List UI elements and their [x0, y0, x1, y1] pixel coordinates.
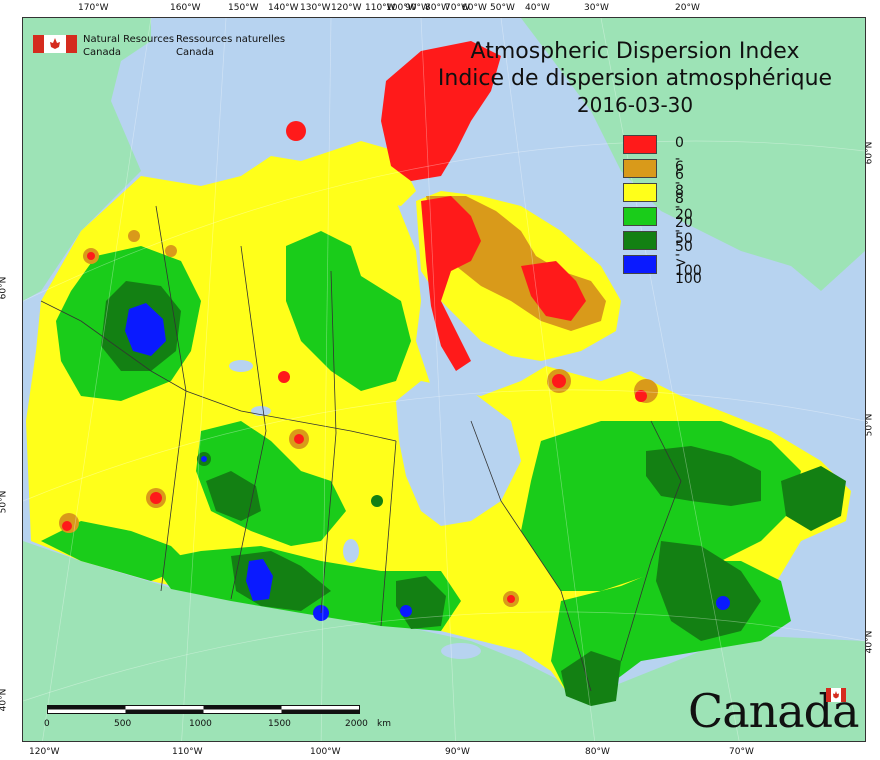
- maritimes-zone-50-100: [656, 541, 761, 641]
- greenland-land: [521, 18, 865, 291]
- maritimes-zone-100-plus: [716, 596, 730, 610]
- baffin-zone-0-6-east: [521, 261, 586, 321]
- legend-swatch: [623, 207, 657, 226]
- scale-tick: 1000: [189, 719, 212, 729]
- lon-label-top: 140°W: [268, 3, 299, 13]
- map-title: Atmospheric Dispersion Index Indice de d…: [420, 38, 850, 119]
- southontario-zone-50-100: [561, 651, 621, 706]
- agency-name-en-1: Natural Resources: [83, 34, 175, 45]
- central-zone-20-50: [286, 231, 411, 391]
- lon-label-top: 130°W: [300, 3, 331, 13]
- spot-0-6: [87, 252, 95, 260]
- legend-swatch: [623, 231, 657, 250]
- legend-label: 6 - 8: [675, 159, 684, 207]
- spot-0-6: [62, 521, 72, 531]
- lat-label-left: 40°N: [0, 688, 9, 712]
- legend-label: 0 - 6: [675, 135, 684, 183]
- spot-6-8: [165, 245, 177, 257]
- lon-label-top: 40°W: [525, 3, 550, 13]
- spot-0-6: [552, 374, 566, 388]
- spot-100-plus: [201, 456, 207, 462]
- southbc-zone-20-50: [41, 521, 191, 581]
- lon-label-top: 170°W: [78, 3, 109, 13]
- scale-tick: 500: [114, 719, 132, 729]
- lon-label-top: 60°W: [462, 3, 487, 13]
- lon-label-bottom: 110°W: [172, 747, 203, 757]
- lon-label-top: 70°W: [445, 3, 470, 13]
- spot-0-6: [278, 371, 290, 383]
- scale-tick: 1500: [268, 719, 291, 729]
- agency-name-en-2: Canada: [83, 47, 122, 58]
- wordmark-flag-icon: [826, 688, 846, 702]
- ellesmere-zone-0-6: [381, 41, 501, 181]
- scale-bar-graphic: [47, 705, 360, 714]
- lat-label-left: 50°N: [0, 490, 9, 514]
- lon-label-top: 80°W: [425, 3, 450, 13]
- lon-label-bottom: 80°W: [585, 747, 610, 757]
- scale-tick: 2000: [345, 719, 368, 729]
- spot-0-6: [286, 121, 306, 141]
- spot-0-6: [635, 390, 647, 402]
- lon-label-bottom: 90°W: [445, 747, 470, 757]
- lon-label-bottom: 70°W: [729, 747, 754, 757]
- lake-winnipeg: [343, 539, 359, 563]
- lon-label-top: 150°W: [228, 3, 259, 13]
- alaska-land: [23, 18, 151, 301]
- legend-swatch: [623, 183, 657, 202]
- prairies-zone-50-100: [206, 471, 261, 521]
- lat-label-left: 60°N: [0, 276, 9, 300]
- great-bear-lake: [229, 360, 253, 372]
- spot-6-8: [128, 230, 140, 242]
- lon-label-top: 160°W: [170, 3, 201, 13]
- spot-0-6: [507, 595, 515, 603]
- scale-tick: 0: [44, 719, 50, 729]
- lon-label-bottom: 100°W: [310, 747, 341, 757]
- scale-unit: km: [377, 719, 391, 729]
- lon-label-top: 90°W: [405, 3, 430, 13]
- legend-swatch: [623, 255, 657, 274]
- lon-label-top: 110°W: [365, 3, 396, 13]
- canada-wordmark: Canada: [688, 684, 860, 738]
- lon-label-top: 20°W: [675, 3, 700, 13]
- arctic-islands: [241, 141, 416, 206]
- lon-label-top: 50°W: [490, 3, 515, 13]
- south-belt-zone-100-plus: [246, 559, 273, 601]
- nw-zone-100-plus: [125, 303, 166, 356]
- lon-label-bottom: 120°W: [29, 747, 60, 757]
- dispersion-map-svg: [23, 18, 865, 741]
- ontario-zone-100-plus: [400, 605, 412, 617]
- title-date: 2016-03-30: [576, 93, 694, 117]
- newfoundland-zone-50-100: [781, 466, 846, 531]
- title-french: Indice de dispersion atmosphérique: [437, 66, 833, 91]
- legend-label: 8 - 20: [675, 183, 693, 231]
- baffin-zone-0-6-west: [421, 196, 481, 371]
- quebec-zone-50-100: [646, 446, 761, 506]
- legend-swatch: [623, 159, 657, 178]
- title-english: Atmospheric Dispersion Index: [470, 39, 800, 64]
- usa-land: [23, 541, 865, 741]
- lon-label-top: 30°W: [584, 3, 609, 13]
- spot-0-6: [150, 492, 162, 504]
- lake-superior: [441, 643, 481, 659]
- agency-name-fr-2: Canada: [176, 47, 215, 58]
- lon-label-top: 100°W: [386, 3, 417, 13]
- legend-label: 50 - 100: [675, 231, 702, 279]
- agency-name-fr-1: Ressources naturelles: [176, 34, 286, 45]
- canada-flag-icon: [33, 35, 77, 53]
- spot-0-6: [294, 434, 304, 444]
- legend-label: 20 - 50: [675, 207, 693, 255]
- lon-label-top: 120°W: [331, 3, 362, 13]
- boundaries: [40, 205, 682, 692]
- spot-50-100: [371, 495, 383, 507]
- legend-label: > 100: [675, 255, 702, 287]
- hudson-bay: [396, 381, 521, 526]
- legend-swatch: [623, 135, 657, 154]
- map-canvas: Natural Resources Canada Ressources natu…: [22, 17, 866, 742]
